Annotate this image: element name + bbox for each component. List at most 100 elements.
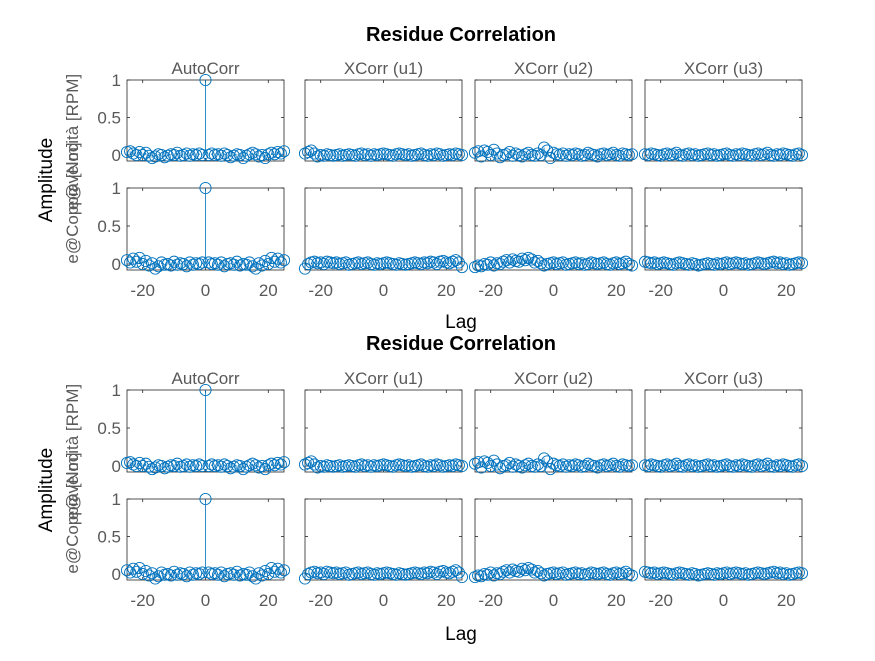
stem-marker: [268, 459, 281, 472]
stem-marker: [427, 256, 440, 269]
stem-marker: [670, 146, 683, 159]
stem-marker: [547, 256, 560, 269]
stem-marker: [761, 146, 774, 159]
x-tick-label: -20: [478, 591, 503, 610]
figure-title: Residue Correlation: [366, 333, 556, 355]
stem-marker: [127, 458, 140, 471]
stem-marker: [500, 459, 513, 472]
stem-marker: [368, 258, 381, 271]
stem-marker: [556, 458, 569, 471]
stem-marker: [506, 253, 519, 266]
stem-marker: [708, 258, 721, 271]
stem-marker: [136, 567, 149, 581]
stem-marker: [339, 256, 352, 269]
stem-marker: [531, 254, 544, 268]
stem-marker: [221, 459, 234, 473]
stem-marker: [149, 461, 162, 474]
y-tick-label: 1: [112, 179, 121, 198]
stem-marker: [196, 459, 209, 473]
stem-marker: [758, 459, 771, 472]
stem-marker: [177, 257, 190, 271]
x-tick-label: -20: [130, 591, 155, 610]
stem-marker: [268, 255, 281, 268]
stem-marker: [603, 459, 617, 472]
stem-marker: [390, 258, 403, 271]
stem-marker: [481, 145, 494, 159]
stem-marker: [500, 564, 513, 577]
stem-marker: [130, 565, 143, 578]
axes-r1-c1: 00.51: [97, 71, 291, 165]
x-tick-label: -20: [648, 591, 673, 610]
stem-marker: [566, 459, 579, 473]
stem-marker: [349, 460, 362, 473]
y-tick-label: 0: [112, 565, 121, 584]
stem-marker: [745, 460, 758, 473]
axes-r1-c1: 00.51: [97, 381, 291, 476]
stem-marker: [271, 456, 284, 470]
axes-r1-c4: [638, 389, 809, 473]
stem-marker: [243, 459, 256, 472]
stem-marker: [180, 260, 193, 273]
stem-marker: [739, 257, 752, 270]
stem-marker: [252, 461, 265, 474]
y-tick-label: 1: [112, 381, 121, 400]
stem-marker: [560, 460, 573, 473]
stem-marker: [446, 459, 459, 473]
stem-marker: [603, 258, 617, 271]
stem-marker: [199, 73, 212, 87]
stem-marker: [522, 146, 535, 159]
stem-marker: [298, 458, 312, 471]
stem-marker: [430, 257, 443, 271]
stem-marker: [625, 459, 639, 472]
stem-marker: [616, 257, 629, 270]
stem-marker: [317, 567, 330, 581]
stem-marker: [218, 570, 231, 583]
stem-marker: [773, 459, 787, 473]
stem-marker: [199, 492, 212, 506]
stem-marker: [168, 459, 181, 473]
stem-marker: [475, 461, 488, 474]
stem-marker: [607, 146, 620, 159]
stem-marker: [199, 383, 212, 397]
stem-marker: [168, 148, 181, 162]
stem-marker: [243, 256, 256, 269]
stem-marker: [619, 255, 632, 268]
stem-marker: [212, 459, 225, 472]
stem-marker: [625, 148, 639, 161]
stem-marker: [494, 257, 507, 271]
stem-marker: [660, 458, 674, 471]
stem-marker: [494, 462, 507, 475]
stem-marker: [503, 145, 516, 159]
stem-marker: [575, 257, 588, 270]
stem-marker: [795, 148, 809, 162]
stem-marker: [490, 458, 504, 471]
stem-marker: [534, 257, 547, 270]
stem-marker: [449, 254, 462, 267]
stem-marker: [578, 148, 591, 162]
stem-marker: [481, 568, 494, 581]
stem-marker: [578, 459, 591, 473]
stem-marker: [183, 566, 196, 579]
stem-marker: [171, 146, 184, 159]
stem-marker: [274, 147, 287, 160]
stem-marker: [208, 257, 221, 270]
y-tick-label: 0.5: [97, 109, 121, 128]
stem-marker: [427, 459, 440, 473]
stem-marker: [259, 564, 272, 578]
stem-marker: [490, 147, 504, 160]
stem-marker: [682, 258, 696, 271]
y-tick-label: 1: [112, 71, 121, 90]
stem-marker: [237, 462, 250, 476]
stem-marker: [230, 565, 243, 578]
stem-marker: [475, 150, 488, 163]
stem-marker: [654, 460, 667, 473]
output-label-1: e@velocità [RPM]: [63, 74, 82, 210]
stem-marker: [233, 459, 247, 473]
stem-marker: [237, 151, 250, 165]
stem-marker: [701, 458, 714, 471]
stem-marker: [190, 459, 203, 473]
axes-r1-c2: [298, 389, 469, 474]
stem-marker: [415, 458, 428, 471]
stem-marker: [415, 257, 428, 271]
stem-marker: [271, 252, 284, 265]
